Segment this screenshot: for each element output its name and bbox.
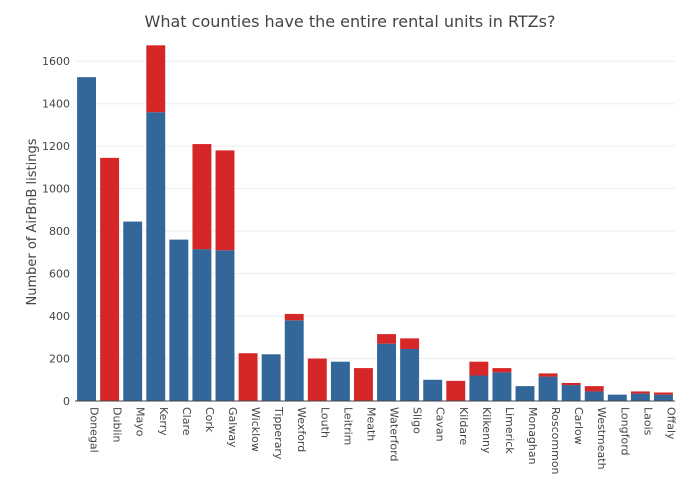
x-axis-ticks: Donegal Dublin Mayo Kerry Clare Cork Galway Wic… xyxy=(88,406,678,475)
x-tick-label: Waterford xyxy=(388,407,401,461)
bar-offaly-segment-1 xyxy=(654,394,673,401)
bar-galway-segment-2 xyxy=(215,150,235,251)
bar-limerick-segment-1 xyxy=(492,372,512,401)
bar-galway-segment-1 xyxy=(215,250,235,401)
x-tick-label: Kilkenny xyxy=(480,407,493,454)
bar-kerry-segment-1 xyxy=(146,112,166,401)
bar-carlow-segment-2 xyxy=(561,382,581,386)
x-tick-label: Longford xyxy=(618,407,631,456)
bar-limerick-segment-2 xyxy=(492,368,512,373)
x-tick-label: Meath xyxy=(364,407,377,441)
x-tick-label: Wicklow xyxy=(249,407,262,452)
bars xyxy=(77,45,673,401)
bar-wicklow-segment-2 xyxy=(238,353,258,401)
x-tick-label: Mayo xyxy=(134,407,147,437)
x-tick-label: Kerry xyxy=(157,407,170,436)
y-tick-label: 1200 xyxy=(42,140,70,153)
x-tick-label: Clare xyxy=(180,407,193,436)
x-tick-label: Wexford xyxy=(295,407,308,452)
x-tick-label: Cork xyxy=(203,407,216,433)
bar-carlow-segment-1 xyxy=(561,385,581,401)
bar-kerry-segment-2 xyxy=(146,45,166,113)
bar-kildare-segment-2 xyxy=(446,380,466,401)
bar-monaghan-segment-1 xyxy=(515,386,535,401)
bar-mayo-segment-1 xyxy=(123,221,143,401)
bar-leitrim-segment-1 xyxy=(330,361,350,401)
y-tick-label: 200 xyxy=(49,353,70,366)
y-tick-label: 800 xyxy=(49,225,70,238)
bar-donegal-segment-1 xyxy=(77,77,96,401)
bar-roscommon-segment-2 xyxy=(538,373,558,377)
y-tick-label: 1600 xyxy=(42,55,70,68)
x-tick-label: Donegal xyxy=(88,407,101,453)
x-tick-label: Louth xyxy=(318,407,331,438)
bar-louth-segment-2 xyxy=(307,358,327,401)
chart-title: What counties have the entire rental uni… xyxy=(145,12,556,31)
bar-cavan-segment-1 xyxy=(423,379,443,401)
x-tick-label: Dublin xyxy=(111,407,124,443)
bar-cork-segment-2 xyxy=(192,144,212,250)
x-tick-label: Leitrim xyxy=(341,407,354,445)
bar-kilkenny-segment-2 xyxy=(469,361,489,376)
y-tick-label: 1000 xyxy=(42,183,70,196)
bar-laois-segment-2 xyxy=(630,391,650,394)
x-tick-label: Laois xyxy=(641,407,654,436)
bar-meath-segment-2 xyxy=(354,368,373,401)
y-tick-label: 0 xyxy=(63,395,70,408)
bar-wexford-segment-2 xyxy=(284,313,304,321)
x-tick-label: Limerick xyxy=(503,407,516,454)
x-tick-label: Roscommon xyxy=(549,407,562,475)
bar-longford-segment-1 xyxy=(607,394,627,401)
x-tick-label: Sligo xyxy=(411,407,424,434)
x-tick-label: Galway xyxy=(226,407,239,448)
x-tick-label: Carlow xyxy=(572,407,585,445)
bar-westmeath-segment-1 xyxy=(584,391,604,401)
x-tick-label: Offaly xyxy=(664,407,677,440)
x-tick-label: Kildare xyxy=(457,407,470,445)
bar-waterford-segment-1 xyxy=(377,343,396,401)
bar-sligo-segment-2 xyxy=(400,338,420,349)
bar-laois-segment-1 xyxy=(630,393,650,401)
bar-offaly-segment-2 xyxy=(654,392,673,395)
bar-sligo-segment-1 xyxy=(400,348,420,401)
x-tick-label: Monaghan xyxy=(526,407,539,465)
x-tick-label: Cavan xyxy=(434,407,447,442)
bar-tipperary-segment-1 xyxy=(261,354,281,401)
x-tick-label: Westmeath xyxy=(595,407,608,470)
bar-cork-segment-1 xyxy=(192,249,212,401)
y-tick-label: 1400 xyxy=(42,98,70,111)
x-tick-label: Tipperary xyxy=(272,406,285,460)
bar-westmeath-segment-2 xyxy=(584,386,604,392)
bar-dublin-segment-2 xyxy=(100,157,120,401)
bar-roscommon-segment-1 xyxy=(538,376,558,401)
bar-wexford-segment-1 xyxy=(284,320,304,401)
y-axis-label: Number of AirBnB listings xyxy=(25,138,40,305)
y-axis-ticks: 0 200 400 600 800 1000 1200 1400 1600 xyxy=(42,55,70,408)
y-tick-label: 600 xyxy=(49,268,70,281)
y-tick-label: 400 xyxy=(49,310,70,323)
bar-kilkenny-segment-1 xyxy=(469,375,489,401)
bar-clare-segment-1 xyxy=(169,239,189,401)
bar-waterford-segment-2 xyxy=(377,334,396,344)
